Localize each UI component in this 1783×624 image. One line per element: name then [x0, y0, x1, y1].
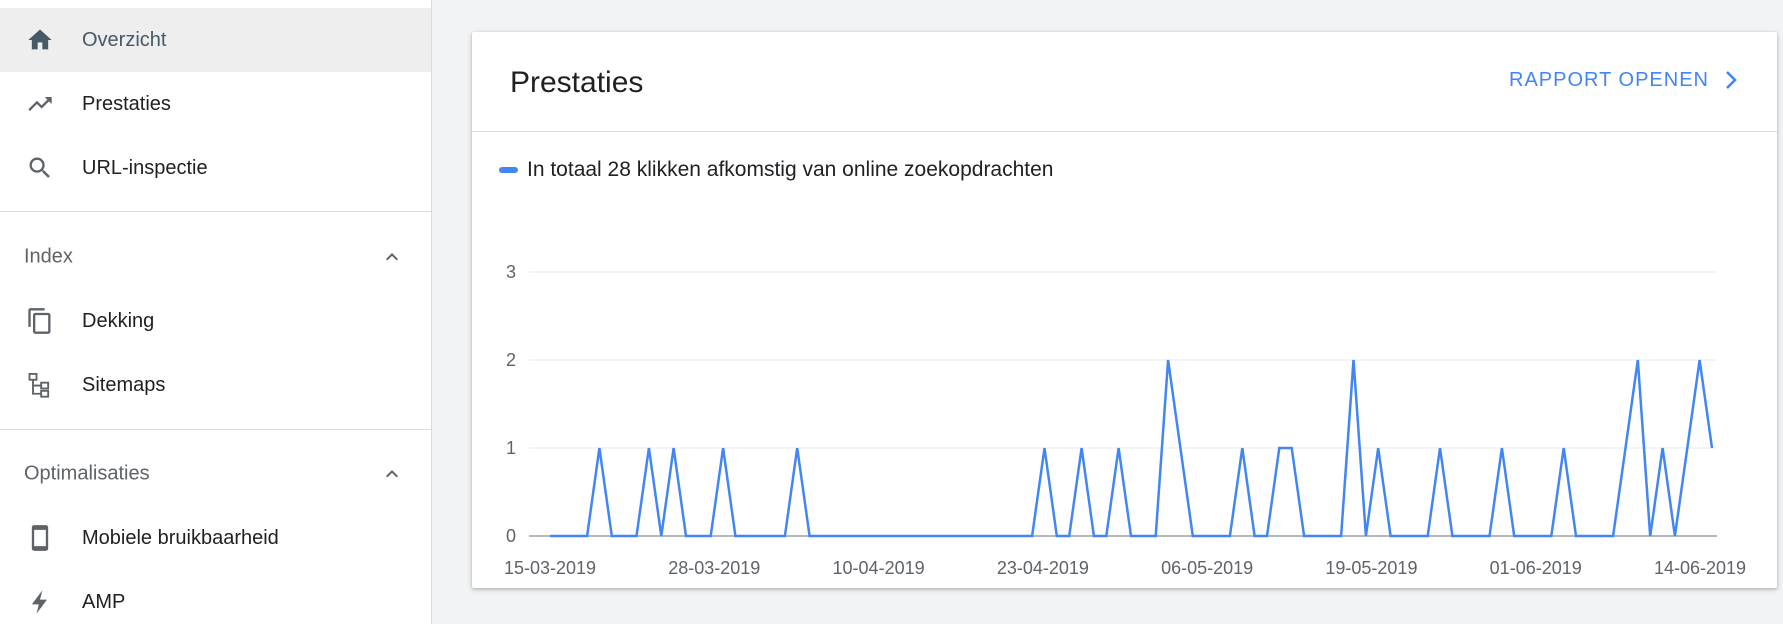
x-tick-label: 15-03-2019 — [504, 558, 596, 578]
open-report-label: RAPPORT OPENEN — [1509, 68, 1709, 91]
x-tick-label: 14-06-2019 — [1654, 558, 1746, 578]
smartphone-icon — [26, 524, 54, 552]
sidebar-item-amp[interactable]: AMP — [0, 570, 431, 624]
sidebar-item-label: URL-inspectie — [82, 156, 208, 179]
clicks-line-chart: 0 1 2 3 15-03-2019 28-03-2019 10-04-2019 23-04-… — [504, 262, 1746, 578]
sidebar-divider — [0, 429, 431, 430]
sidebar-item-label: Overzicht — [82, 28, 167, 51]
legend-label: In totaal 28 klikken afkomstig van onlin… — [527, 158, 1054, 181]
y-tick-label: 2 — [506, 350, 516, 370]
x-tick-label: 01-06-2019 — [1490, 558, 1582, 578]
section-title: Optimalisaties — [24, 462, 150, 485]
performance-card: Prestaties RAPPORT OPENEN In totaal 28 k… — [472, 32, 1777, 588]
sidebar-item-label: Mobiele bruikbaarheid — [82, 526, 279, 549]
sidebar: Overzicht Prestaties URL-inspectie Index — [0, 0, 432, 624]
bolt-icon — [26, 588, 54, 616]
y-tick-label: 1 — [506, 438, 516, 458]
section-header-index[interactable]: Index — [0, 229, 431, 285]
card-title: Prestaties — [510, 66, 644, 99]
trending-up-icon — [26, 90, 54, 118]
open-report-button[interactable]: RAPPORT OPENEN — [1509, 68, 1741, 92]
sidebar-item-label: Sitemaps — [82, 373, 166, 396]
chevron-up-icon — [380, 462, 404, 486]
home-icon — [26, 26, 54, 54]
x-tick-label: 06-05-2019 — [1161, 558, 1253, 578]
chevron-right-icon — [1721, 68, 1741, 92]
series-line-clicks — [550, 359, 1714, 538]
sidebar-item-label: Dekking — [82, 309, 155, 332]
x-tick-label: 10-04-2019 — [833, 558, 925, 578]
sidebar-item-mobiele-bruikbaarheid[interactable]: Mobiele bruikbaarheid — [0, 506, 431, 570]
sidebar-item-url-inspectie[interactable]: URL-inspectie — [0, 136, 431, 200]
x-tick-label: 23-04-2019 — [997, 558, 1089, 578]
sidebar-item-label: AMP — [82, 590, 126, 613]
section-header-optimalisaties[interactable]: Optimalisaties — [0, 446, 431, 502]
sidebar-item-prestaties[interactable]: Prestaties — [0, 72, 431, 136]
search-icon — [26, 154, 54, 182]
sitemap-tree-icon — [26, 371, 54, 399]
chevron-up-icon — [380, 245, 404, 269]
sidebar-divider — [0, 211, 431, 212]
x-tick-label: 19-05-2019 — [1325, 558, 1417, 578]
sidebar-item-overzicht[interactable]: Overzicht — [0, 8, 431, 72]
legend-swatch — [499, 167, 518, 173]
section-title: Index — [24, 245, 73, 268]
x-tick-label: 28-03-2019 — [668, 558, 760, 578]
sidebar-item-label: Prestaties — [82, 92, 171, 115]
chart-legend: In totaal 28 klikken afkomstig van onlin… — [499, 158, 1054, 182]
copy-pages-icon — [26, 307, 54, 335]
y-tick-label: 3 — [506, 262, 516, 282]
card-header: Prestaties RAPPORT OPENEN — [472, 32, 1777, 132]
sidebar-item-sitemaps[interactable]: Sitemaps — [0, 353, 431, 417]
sidebar-item-dekking[interactable]: Dekking — [0, 289, 431, 353]
y-tick-label: 0 — [506, 526, 516, 546]
